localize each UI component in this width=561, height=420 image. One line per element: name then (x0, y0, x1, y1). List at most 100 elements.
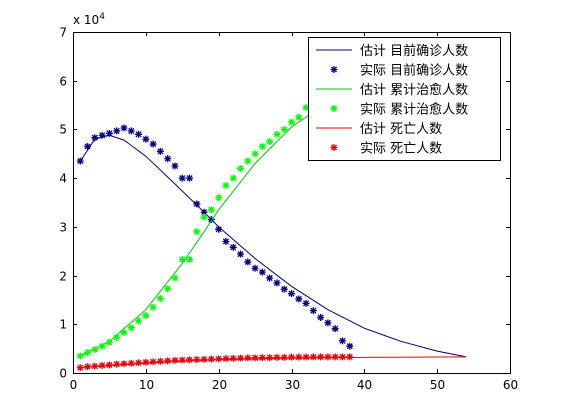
data-point (91, 346, 99, 354)
data-point (178, 356, 186, 364)
x-tick-label: 0 (70, 378, 78, 392)
data-point (266, 274, 274, 282)
data-point (244, 354, 252, 362)
data-point (164, 285, 172, 293)
data-point (120, 124, 128, 132)
data-point (280, 285, 288, 293)
data-point (135, 317, 143, 325)
data-point (309, 307, 317, 315)
data-point (200, 355, 208, 363)
legend-entry-label: 实际 累计治愈人数 (360, 103, 468, 118)
y-tick-label: 3 (59, 221, 67, 235)
data-point (331, 325, 339, 333)
y-tick-label: 5 (59, 123, 67, 137)
data-point (186, 174, 194, 182)
tick-layer: 0 10 20 30 40 50 60 0 1 2 3 4 5 6 7 (59, 26, 518, 393)
data-point (207, 216, 215, 224)
data-point (142, 135, 150, 143)
y-tick-label: 0 (59, 367, 67, 381)
data-point (251, 354, 259, 362)
data-point (105, 338, 113, 346)
data-point (237, 250, 245, 258)
data-point (193, 356, 201, 364)
data-point (98, 342, 106, 350)
legend-marker-swatch (330, 105, 338, 112)
data-point (295, 353, 303, 361)
data-point (251, 150, 259, 158)
data-point (113, 127, 121, 135)
data-point (295, 113, 303, 121)
data-point (76, 157, 84, 165)
data-point (273, 130, 281, 138)
data-point (317, 313, 325, 321)
data-point (76, 364, 84, 372)
legend-box (308, 37, 501, 161)
data-point (237, 354, 245, 362)
data-point (288, 353, 295, 361)
legend-marker-swatch (330, 66, 338, 73)
data-point (164, 357, 172, 365)
series-1 (76, 124, 354, 350)
data-point (200, 208, 208, 216)
data-point (105, 129, 113, 137)
data-point (186, 356, 194, 364)
legend-entry-label: 估计 目前确诊人数 (360, 43, 468, 59)
y-tick-label: 7 (59, 26, 67, 40)
data-point (258, 268, 266, 276)
data-point (331, 353, 339, 361)
data-point (98, 361, 106, 369)
data-point (113, 360, 121, 368)
legend-marker-swatch (330, 144, 338, 151)
data-point (258, 142, 266, 150)
data-point (222, 355, 230, 363)
data-point (91, 362, 99, 370)
data-point (149, 303, 157, 311)
data-point (84, 142, 92, 150)
data-point (302, 104, 310, 112)
data-point (149, 140, 157, 148)
data-point (127, 359, 135, 367)
data-point (200, 213, 208, 221)
data-point (324, 319, 332, 327)
data-point (266, 138, 274, 146)
x-tick-label: 60 (503, 378, 518, 392)
x-tick-label: 20 (212, 378, 227, 392)
data-point (302, 353, 310, 361)
data-point (207, 206, 215, 214)
data-point (244, 157, 252, 165)
data-point (156, 147, 164, 155)
data-point (156, 357, 164, 365)
data-point (244, 258, 252, 266)
data-point (229, 243, 237, 251)
legend-entry-label: 实际 死亡人数 (360, 142, 442, 157)
data-point (193, 228, 201, 236)
data-point (120, 360, 128, 368)
data-point (84, 349, 92, 357)
data-point (266, 354, 274, 362)
data-point (338, 337, 346, 345)
data-point (273, 353, 281, 361)
x-tick-label: 30 (285, 378, 300, 392)
data-point (127, 324, 135, 332)
data-point (302, 299, 310, 307)
data-point (237, 164, 245, 172)
data-point (178, 174, 186, 182)
legend-entry-label: 估计 死亡人数 (360, 122, 442, 137)
x-tick-label: 50 (430, 378, 445, 392)
data-point (222, 237, 230, 245)
data-point (346, 342, 354, 350)
data-point (215, 355, 223, 363)
data-point (135, 130, 143, 138)
data-point (193, 200, 201, 208)
y-exponent-label: x 104 (73, 12, 105, 27)
data-point (273, 279, 281, 287)
data-point (178, 255, 186, 263)
data-point (280, 353, 288, 361)
data-point (346, 353, 354, 361)
y-tick-label: 2 (59, 270, 67, 284)
data-point (142, 358, 150, 366)
data-point (215, 194, 223, 202)
data-point (120, 329, 128, 337)
